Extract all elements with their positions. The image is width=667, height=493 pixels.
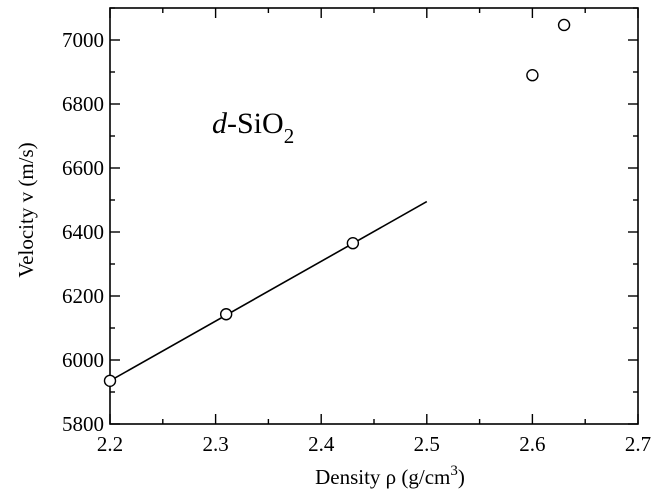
axis-tick-labels: 2.2 2.3 2.4 2.5 2.6 2.7 5800 6000 6200 6400 6600 68…: [62, 28, 651, 456]
x-tick-label: 2.4: [308, 432, 335, 456]
fit-line: [109, 200, 428, 382]
material-annotation: d-SiO2: [212, 107, 294, 148]
x-tick-label: 2.2: [97, 432, 123, 456]
y-tick-label: 6200: [62, 284, 104, 308]
plot-frame: [109, 7, 639, 425]
data-point: [526, 68, 539, 82]
x-tick-label: 2.6: [519, 432, 545, 456]
data-point: [103, 374, 117, 387]
data-point: [557, 18, 571, 32]
data-points: [103, 18, 571, 387]
data-point: [219, 308, 233, 321]
x-axis-label: Density ρ (g/cm3): [315, 463, 465, 489]
y-tick-label: 7000: [62, 28, 104, 52]
y-tick-label: 5800: [62, 412, 104, 436]
x-tick-label: 2.5: [414, 432, 440, 456]
y-tick-label: 6800: [62, 92, 104, 116]
x-tick-label: 2.3: [202, 432, 228, 456]
y-tick-label: 6400: [62, 220, 104, 244]
axis-ticks: [109, 7, 639, 425]
x-tick-label: 2.7: [625, 432, 651, 456]
y-axis-label: Velocity v (m/s): [14, 142, 38, 277]
y-tick-label: 6600: [62, 156, 104, 180]
data-point: [346, 236, 360, 250]
y-tick-label: 6000: [62, 348, 104, 372]
